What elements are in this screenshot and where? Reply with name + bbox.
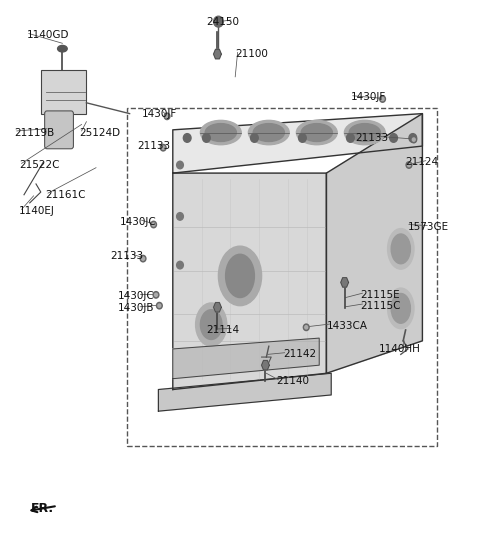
Ellipse shape	[391, 293, 410, 324]
Circle shape	[177, 261, 183, 269]
Circle shape	[406, 162, 412, 168]
Circle shape	[164, 113, 170, 120]
Text: 1430JC: 1430JC	[118, 291, 155, 301]
Ellipse shape	[249, 121, 289, 145]
Polygon shape	[214, 49, 221, 59]
Circle shape	[203, 134, 210, 142]
Text: 1140EJ: 1140EJ	[19, 206, 55, 216]
Text: 1433CA: 1433CA	[326, 321, 367, 331]
Circle shape	[160, 144, 166, 151]
Circle shape	[408, 163, 410, 167]
Circle shape	[155, 293, 157, 296]
Circle shape	[158, 304, 161, 307]
Text: 21124: 21124	[406, 157, 439, 167]
FancyBboxPatch shape	[41, 70, 86, 114]
Circle shape	[299, 134, 306, 142]
Text: 21133: 21133	[137, 141, 170, 151]
Text: FR.: FR.	[31, 502, 54, 515]
Polygon shape	[158, 373, 331, 411]
Circle shape	[380, 96, 385, 102]
Text: 21115E: 21115E	[360, 290, 400, 300]
Circle shape	[305, 326, 308, 329]
Circle shape	[303, 324, 309, 331]
Ellipse shape	[297, 121, 337, 145]
Text: 1140HH: 1140HH	[379, 344, 421, 354]
Text: 21522C: 21522C	[19, 160, 60, 170]
Ellipse shape	[196, 303, 227, 346]
Circle shape	[177, 213, 183, 220]
Ellipse shape	[201, 121, 241, 145]
Text: 21142: 21142	[283, 349, 316, 359]
Ellipse shape	[349, 124, 381, 141]
Ellipse shape	[218, 246, 262, 306]
Text: 1430JB: 1430JB	[118, 304, 154, 313]
Circle shape	[151, 221, 156, 228]
Text: 1430JF: 1430JF	[142, 109, 177, 118]
Text: 21115C: 21115C	[360, 301, 400, 311]
FancyBboxPatch shape	[127, 108, 437, 446]
FancyBboxPatch shape	[45, 111, 73, 149]
Text: 21133: 21133	[355, 133, 388, 143]
Circle shape	[412, 138, 415, 141]
Circle shape	[347, 134, 354, 142]
Circle shape	[381, 97, 384, 101]
Circle shape	[140, 255, 146, 262]
Text: 21133: 21133	[110, 251, 144, 261]
Text: 1140GD: 1140GD	[26, 30, 69, 40]
Text: 21100: 21100	[235, 49, 268, 59]
Text: 24150: 24150	[206, 17, 240, 27]
Text: 21161C: 21161C	[46, 190, 86, 200]
Text: 21119B: 21119B	[14, 128, 55, 137]
Circle shape	[142, 257, 144, 260]
Circle shape	[183, 134, 191, 142]
Text: 1430JF: 1430JF	[350, 93, 385, 102]
Polygon shape	[214, 302, 221, 312]
Circle shape	[409, 134, 417, 142]
Polygon shape	[326, 114, 422, 373]
Text: 25124D: 25124D	[79, 128, 120, 137]
Ellipse shape	[345, 121, 385, 145]
Ellipse shape	[253, 124, 284, 141]
Ellipse shape	[205, 124, 236, 141]
Ellipse shape	[387, 228, 414, 269]
Polygon shape	[341, 278, 348, 287]
Polygon shape	[173, 173, 326, 390]
Text: 1430JC: 1430JC	[120, 217, 157, 227]
Ellipse shape	[226, 254, 254, 298]
Ellipse shape	[200, 309, 222, 340]
Circle shape	[153, 292, 159, 298]
Ellipse shape	[301, 124, 333, 141]
Text: 21114: 21114	[206, 325, 240, 335]
Polygon shape	[262, 360, 269, 370]
Ellipse shape	[391, 234, 410, 263]
Polygon shape	[173, 114, 422, 173]
Circle shape	[390, 134, 397, 142]
Circle shape	[152, 223, 155, 226]
Circle shape	[251, 134, 258, 142]
Circle shape	[177, 161, 183, 169]
Circle shape	[166, 115, 168, 118]
Circle shape	[214, 16, 223, 27]
Circle shape	[411, 136, 417, 143]
Text: 21140: 21140	[276, 377, 309, 386]
Ellipse shape	[58, 45, 67, 52]
Circle shape	[156, 302, 162, 309]
Polygon shape	[173, 338, 319, 379]
Text: 1573GE: 1573GE	[408, 222, 449, 232]
Ellipse shape	[387, 288, 414, 328]
Circle shape	[162, 146, 165, 149]
